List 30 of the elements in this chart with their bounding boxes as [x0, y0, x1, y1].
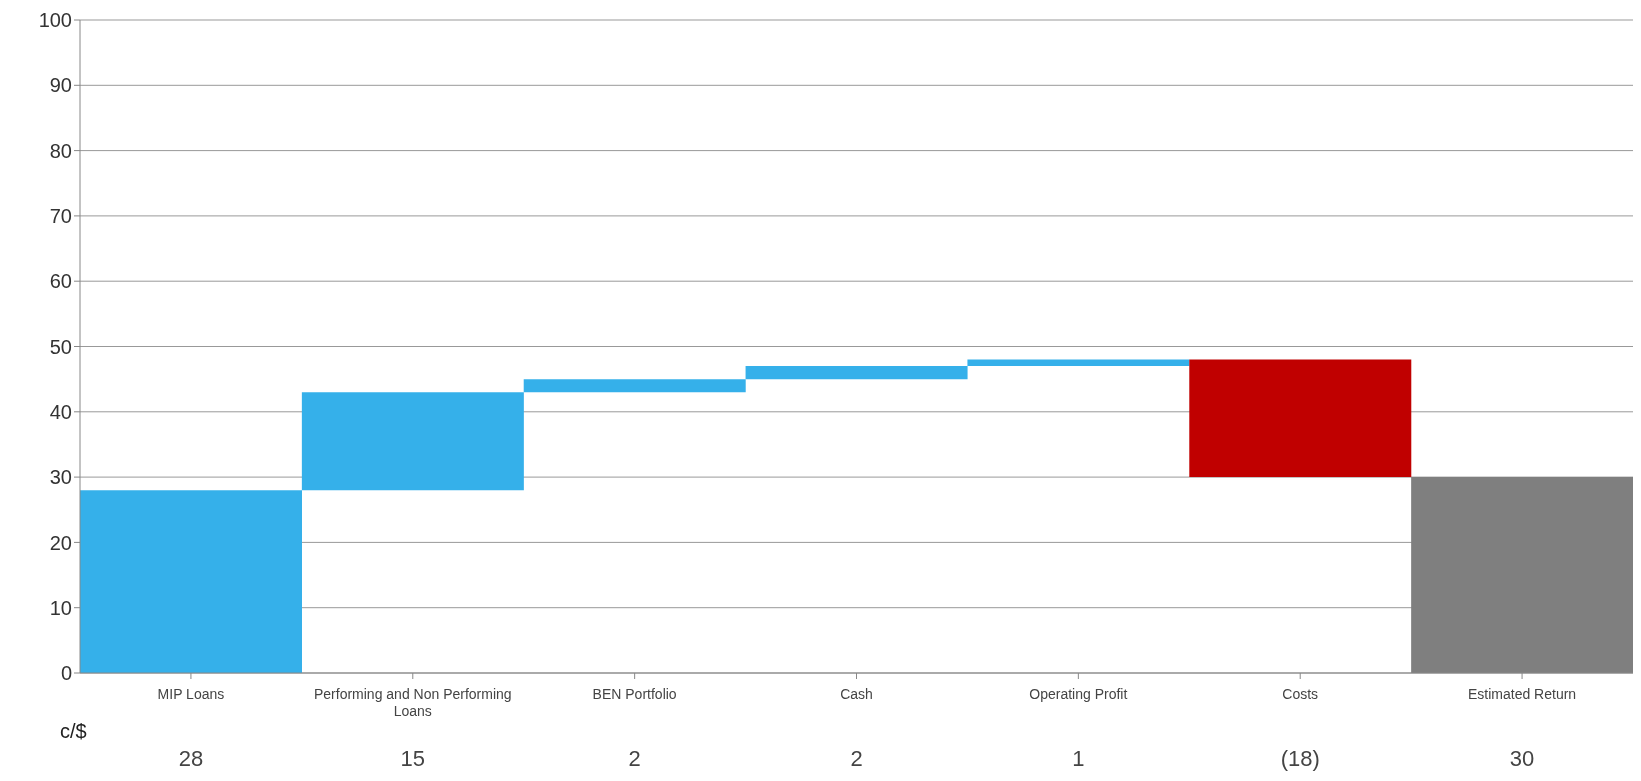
x-tick-label: BEN Portfolio [592, 686, 677, 702]
y-tick-label: 90 [49, 74, 72, 97]
y-tick-label: 10 [49, 596, 72, 619]
x-tick-label: Costs [1282, 686, 1319, 702]
bar [523, 379, 746, 393]
x-tick-label: Operating Profit [1029, 686, 1128, 702]
x-tick-label: Performing and Non Performing Loans [313, 686, 512, 719]
bar [80, 490, 302, 673]
data-label: 28 [178, 746, 204, 771]
y-tick-label: 40 [49, 400, 72, 423]
data-label: 15 [400, 746, 426, 771]
y-tick-label: 70 [49, 205, 72, 227]
data-label: 2 [628, 746, 641, 771]
y-tick-label: 30 [49, 466, 72, 489]
y-tick-label: 0 [60, 662, 72, 685]
x-tick-label: Cash [840, 686, 873, 702]
y-tick-label: 50 [49, 335, 72, 358]
x-tick-label: MIP Loans [157, 686, 225, 702]
y-tick-label: 80 [49, 139, 72, 162]
data-label: 30 [1509, 746, 1535, 771]
bar [1189, 359, 1412, 478]
data-label: (18) [1280, 746, 1320, 771]
y-tick-label: 20 [49, 531, 72, 554]
text: c/$ [60, 720, 87, 743]
data-label: 1 [1072, 746, 1085, 771]
x-tick-label: Estimated Return [1467, 686, 1577, 702]
bar [301, 392, 524, 491]
y-tick-label: 60 [49, 270, 72, 293]
y-tick-label: 100 [38, 9, 72, 32]
data-label: 2 [850, 746, 863, 771]
